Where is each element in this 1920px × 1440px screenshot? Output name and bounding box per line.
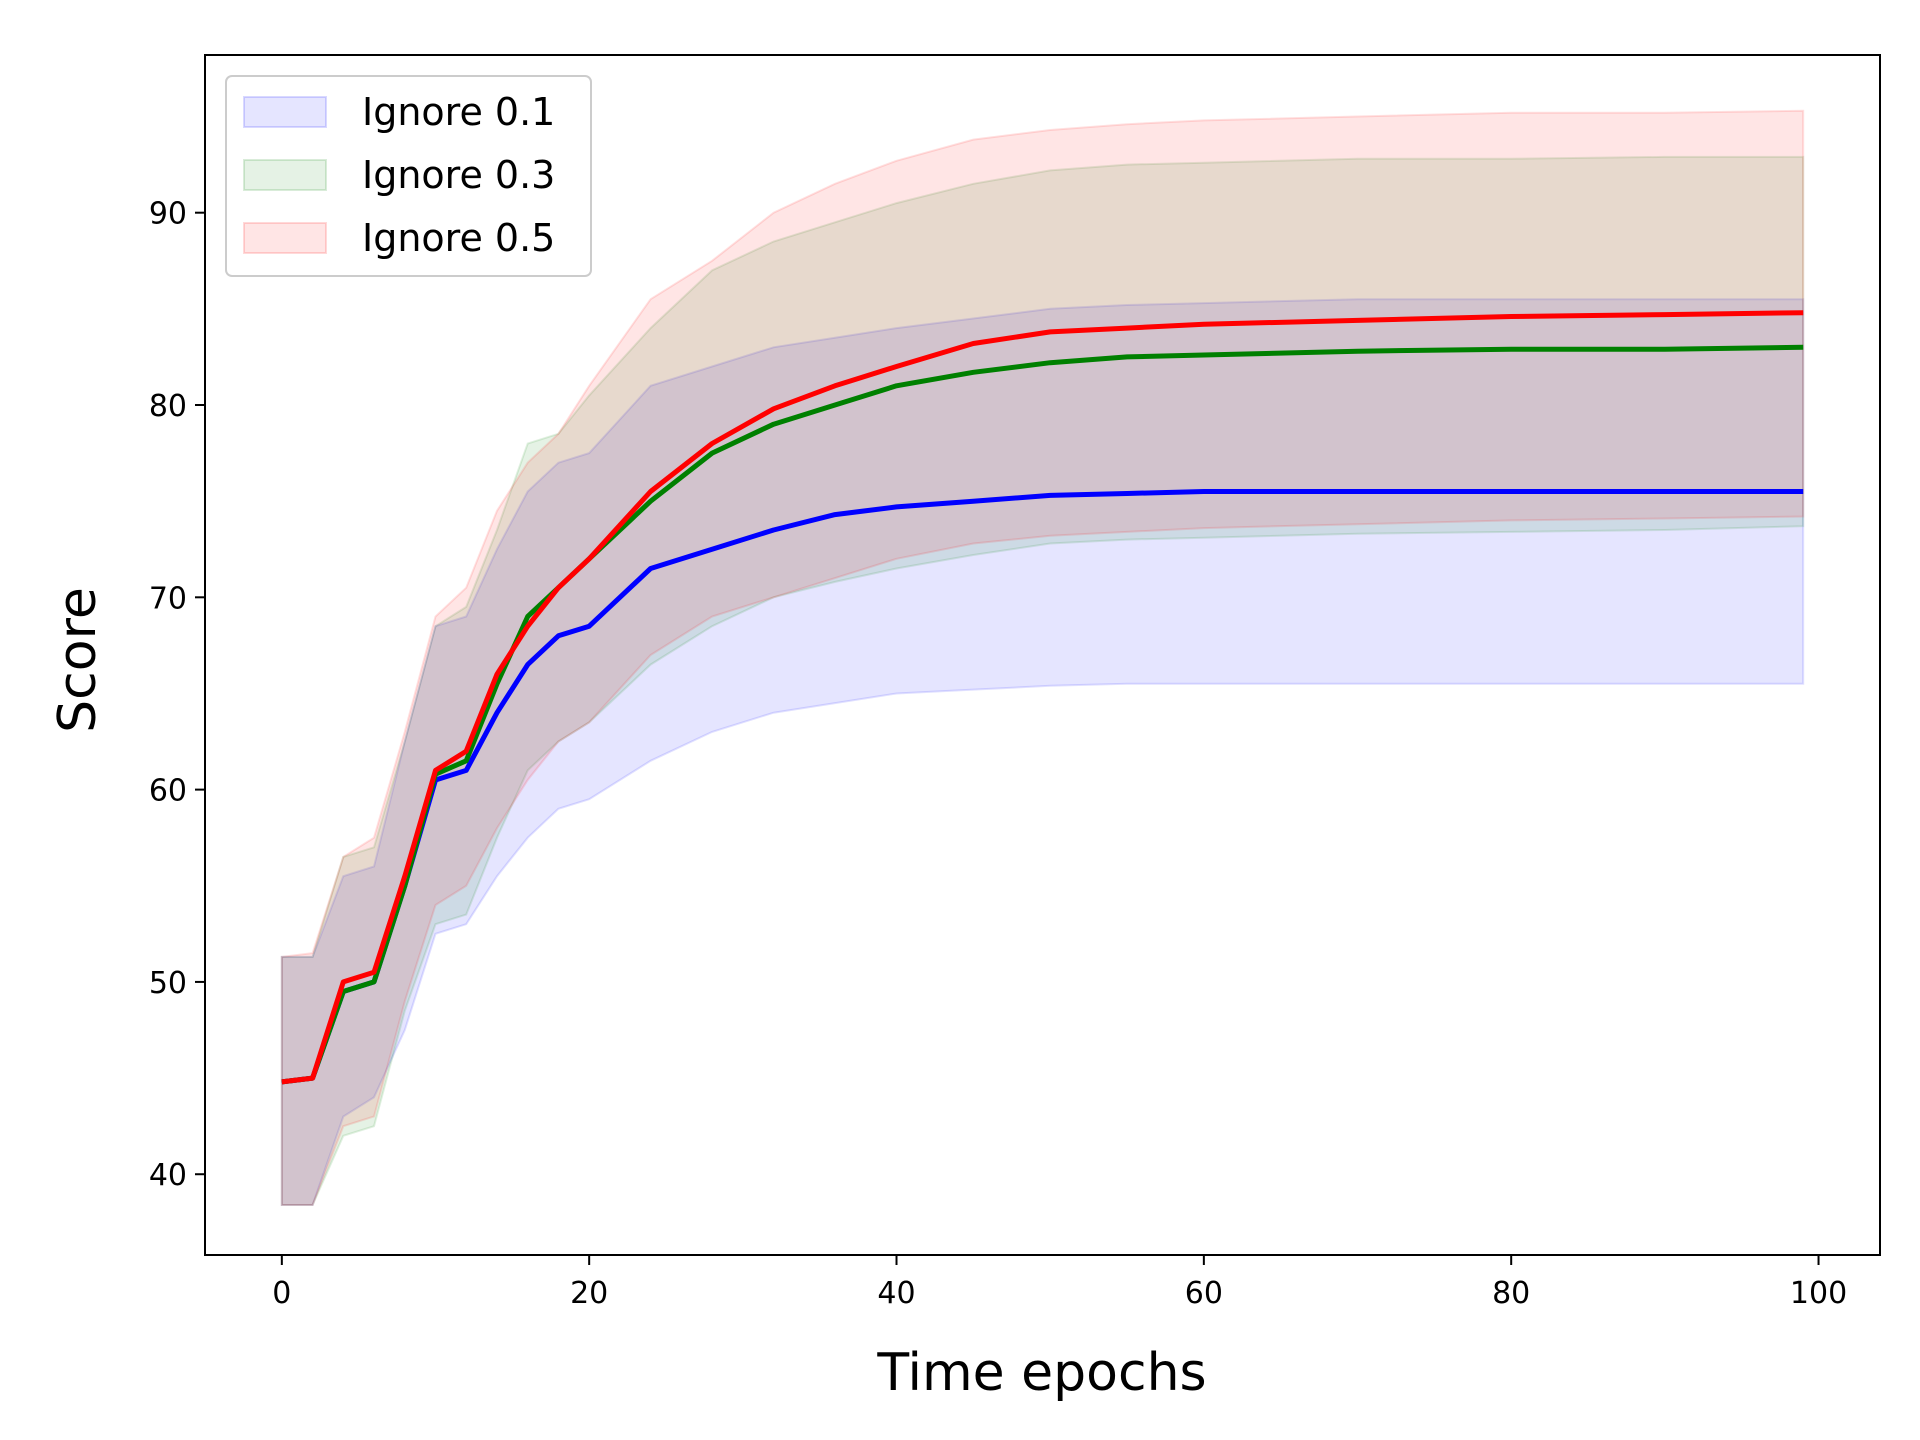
band-ignore-0-3	[280, 155, 1805, 1206]
line-layer	[281, 310, 1804, 1085]
y-tick-label-50: 50	[149, 966, 187, 1001]
legend-label-ignore-0-1: Ignore 0.1	[362, 90, 555, 134]
legend-swatch-ignore-0-3	[243, 159, 327, 191]
band-layer	[280, 109, 1805, 1206]
y-tick-label-80: 80	[149, 389, 187, 424]
legend: Ignore 0.1 Ignore 0.3 Ignore 0.5	[225, 75, 592, 277]
y-tick-label-60: 60	[149, 774, 187, 809]
line-ignore-0-5	[281, 310, 1804, 1085]
y-tick-label-70: 70	[149, 581, 187, 616]
x-tick-label-100: 100	[1790, 1276, 1847, 1311]
legend-label-ignore-0-3: Ignore 0.3	[362, 153, 555, 197]
x-tick-label-20: 20	[570, 1276, 608, 1311]
legend-label-ignore-0-5: Ignore 0.5	[362, 216, 555, 260]
legend-box	[225, 75, 592, 277]
y-axis: 40 50 60 70 80 90	[149, 197, 205, 1193]
x-tick-label-0: 0	[272, 1276, 291, 1311]
x-axis-title: Time epochs	[876, 1343, 1206, 1403]
band-ignore-0-1	[280, 298, 1805, 1206]
band-ignore-0-5	[280, 109, 1805, 1206]
y-tick-label-90: 90	[149, 197, 187, 232]
x-tick-label-40: 40	[877, 1276, 915, 1311]
line-ignore-0-3	[281, 344, 1804, 1085]
x-axis: 0 20 40 60 80 100	[272, 1255, 1847, 1311]
x-tick-label-60: 60	[1185, 1276, 1223, 1311]
plot-frame	[204, 54, 1881, 1256]
y-tick-label-40: 40	[149, 1158, 187, 1193]
y-axis-title: Score	[48, 587, 108, 733]
legend-swatch-ignore-0-5	[243, 222, 327, 254]
x-tick-label-80: 80	[1492, 1276, 1530, 1311]
legend-items: Ignore 0.1 Ignore 0.3 Ignore 0.5	[243, 90, 555, 260]
legend-swatch-ignore-0-1	[243, 96, 327, 128]
